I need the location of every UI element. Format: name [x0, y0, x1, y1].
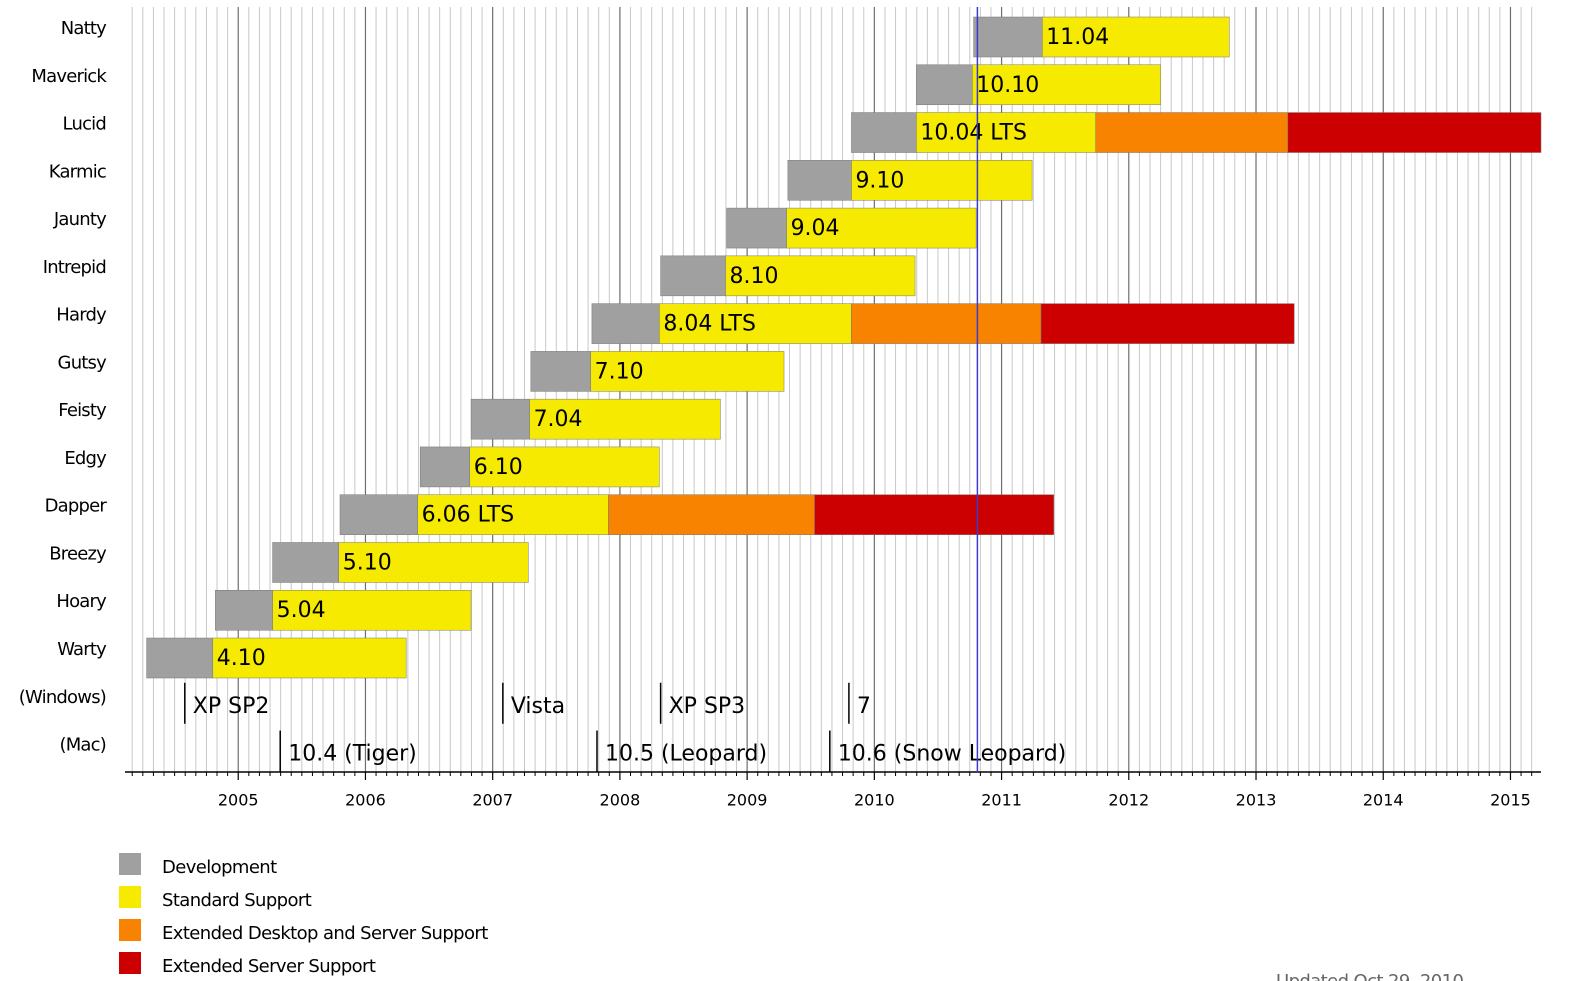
x-tick-label: 2007 — [472, 791, 513, 810]
release-name: Hoary — [56, 591, 107, 612]
phase-bar — [1095, 112, 1289, 153]
version-label: 5.04 — [277, 598, 326, 623]
release-name: Dapper — [45, 496, 108, 517]
x-tick-label: 2014 — [1363, 791, 1404, 810]
version-label: 8.10 — [729, 264, 778, 289]
phase-bar — [916, 112, 1096, 153]
phase-bar — [215, 589, 273, 631]
phase-bar — [419, 446, 471, 488]
release-name: Edgy — [64, 448, 107, 469]
footnote: Updated Oct 29, 2010 — [1276, 971, 1463, 981]
x-tick-label: 2006 — [345, 791, 386, 810]
phase-bar — [660, 255, 726, 297]
x-tick-label: 2013 — [1236, 791, 1277, 810]
x-tick-label: 2008 — [600, 791, 641, 810]
phase-bar — [973, 16, 1043, 58]
version-label: 11.04 — [1046, 25, 1109, 50]
version-label: 4.10 — [217, 646, 266, 671]
legend-swatch — [119, 886, 141, 908]
x-tick-label: 2012 — [1108, 791, 1149, 810]
legend-label: Standard Support — [162, 890, 312, 911]
legend-swatch — [119, 919, 141, 941]
x-tick-label: 2015 — [1490, 791, 1531, 810]
phase-bar — [659, 303, 852, 344]
phase-bar — [146, 637, 214, 679]
os-release-label: XP SP3 — [669, 694, 746, 719]
phase-bar — [786, 207, 977, 249]
phase-bar — [417, 494, 609, 535]
phase-bar — [851, 160, 1033, 201]
version-label: 10.10 — [976, 73, 1039, 98]
phase-bar — [972, 64, 1161, 106]
os-release-label: XP SP2 — [193, 694, 270, 719]
legend-label: Development — [162, 857, 277, 878]
phase-bar — [529, 398, 721, 440]
legend-label: Extended Desktop and Server Support — [162, 923, 488, 944]
phase-bar — [851, 112, 917, 153]
os-row-label: (Windows) — [19, 687, 106, 708]
phase-bar — [1287, 112, 1542, 153]
os-release-label: Vista — [511, 694, 565, 719]
phase-bar — [787, 160, 852, 201]
phase-bar — [339, 494, 418, 535]
phase-bar — [608, 494, 815, 535]
release-name: Gutsy — [58, 352, 108, 373]
x-tick-label: 2011 — [981, 791, 1022, 810]
os-release-label: 10.6 (Snow Leopard) — [838, 742, 1066, 767]
phase-bar — [814, 494, 1054, 535]
phase-bar — [272, 542, 339, 583]
phase-bar — [338, 542, 529, 583]
legend-swatch — [119, 952, 141, 974]
release-name: Karmic — [49, 161, 106, 182]
release-name: Breezy — [49, 543, 107, 564]
phase-bar — [469, 446, 660, 488]
release-name: Lucid — [63, 114, 106, 135]
phase-bar — [725, 255, 916, 297]
legend-label: Extended Server Support — [162, 956, 376, 977]
phase-bar — [591, 303, 660, 344]
x-tick-label: 2009 — [727, 791, 768, 810]
release-name: Hardy — [56, 305, 107, 326]
version-label: 5.10 — [343, 550, 392, 575]
phase-bar — [272, 589, 472, 631]
phase-bar — [212, 637, 407, 679]
x-tick-label: 2005 — [218, 791, 259, 810]
os-release-label: 10.4 (Tiger) — [288, 742, 417, 767]
release-name: Maverick — [31, 66, 107, 87]
os-release-label: 10.5 (Leopard) — [605, 742, 767, 767]
release-name: Feisty — [58, 400, 107, 421]
phase-bar — [470, 398, 530, 440]
version-label: 9.10 — [855, 168, 904, 193]
x-tick-label: 2010 — [854, 791, 895, 810]
phase-bar — [916, 64, 973, 106]
phase-bar — [1040, 303, 1295, 344]
version-label: 7.10 — [595, 359, 644, 384]
version-label: 8.04 LTS — [663, 312, 756, 337]
release-name: Jaunty — [53, 209, 107, 230]
os-row-label: (Mac) — [59, 735, 106, 756]
os-release-label: 7 — [857, 694, 871, 719]
phase-bar — [1042, 16, 1230, 58]
release-name: Natty — [61, 18, 107, 39]
phase-bar — [590, 351, 785, 392]
version-label: 10.04 LTS — [920, 121, 1027, 146]
phase-bar — [530, 351, 591, 392]
phase-bar — [851, 303, 1042, 344]
release-name: Intrepid — [43, 257, 106, 278]
version-label: 7.04 — [534, 407, 583, 432]
legend-swatch — [119, 853, 141, 875]
version-label: 9.04 — [791, 216, 840, 241]
phase-bar — [726, 207, 787, 249]
version-label: 6.10 — [474, 455, 523, 480]
release-name: Warty — [57, 639, 107, 660]
version-label: 6.06 LTS — [422, 503, 515, 528]
